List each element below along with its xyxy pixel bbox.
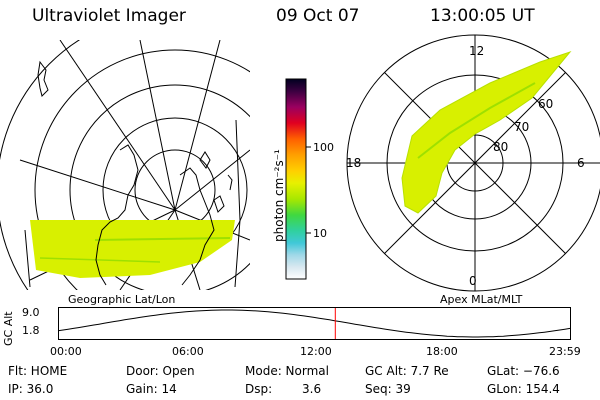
geographic-map[interactable]	[0, 0, 600, 300]
altitude-ylabel: GC Alt	[2, 311, 15, 346]
altitude-xtick-0000: 00:00	[50, 345, 82, 358]
status-gc-alt: GC Alt: 7.7 Re	[365, 364, 449, 378]
status-ip: IP: 36.0	[8, 382, 54, 396]
apex-polar-plot[interactable]	[340, 34, 600, 292]
mlt-label-12: 12	[469, 44, 485, 58]
lat-label-60: 60	[538, 97, 554, 111]
lat-label-80: 80	[493, 140, 509, 154]
date-readout: 09 Oct 07	[276, 6, 360, 26]
altitude-xtick-1800: 18:00	[426, 345, 458, 358]
status-seq: Seq: 39	[365, 382, 411, 396]
geo-panel-label: Geographic Lat/Lon	[68, 293, 176, 306]
lat-label-70: 70	[514, 120, 530, 134]
apex-panel-label: Apex MLat/MLT	[440, 293, 523, 306]
altitude-plot[interactable]	[57, 307, 572, 341]
time-readout: 13:00:05 UT	[430, 6, 535, 26]
altitude-xtick-1200: 12:00	[300, 345, 332, 358]
aurora-band-geo	[30, 220, 235, 278]
altitude-ytick-high: 9.0	[22, 306, 40, 319]
mlt-label-18: 18	[346, 156, 362, 170]
aurora-band-apex	[401, 50, 572, 214]
mlt-label-0: 0	[469, 274, 477, 288]
status-dsp-value: 3.6	[302, 382, 322, 396]
colorbar-tick-10: 10	[313, 227, 327, 240]
colorbar-tick-100: 100	[313, 141, 334, 154]
altitude-xtick-0600: 06:00	[172, 345, 204, 358]
status-door: Door: Open	[126, 364, 195, 378]
status-mode: Mode: Normal	[245, 364, 329, 378]
status-flt: Flt: HOME	[8, 364, 68, 378]
mlt-label-6: 6	[577, 156, 585, 170]
colorbar	[285, 78, 311, 280]
app-title: Ultraviolet Imager	[32, 6, 186, 26]
colorbar-unit-label: photon cm⁻²s⁻¹	[272, 149, 286, 242]
altitude-ytick-low: 1.8	[22, 324, 40, 337]
status-glat: GLat: −76.6	[487, 364, 560, 378]
status-glon: GLon: 154.4	[487, 382, 560, 396]
status-dsp-label: Dsp:	[245, 382, 273, 396]
status-gain: Gain: 14	[126, 382, 177, 396]
altitude-xtick-2359: 23:59	[549, 345, 581, 358]
